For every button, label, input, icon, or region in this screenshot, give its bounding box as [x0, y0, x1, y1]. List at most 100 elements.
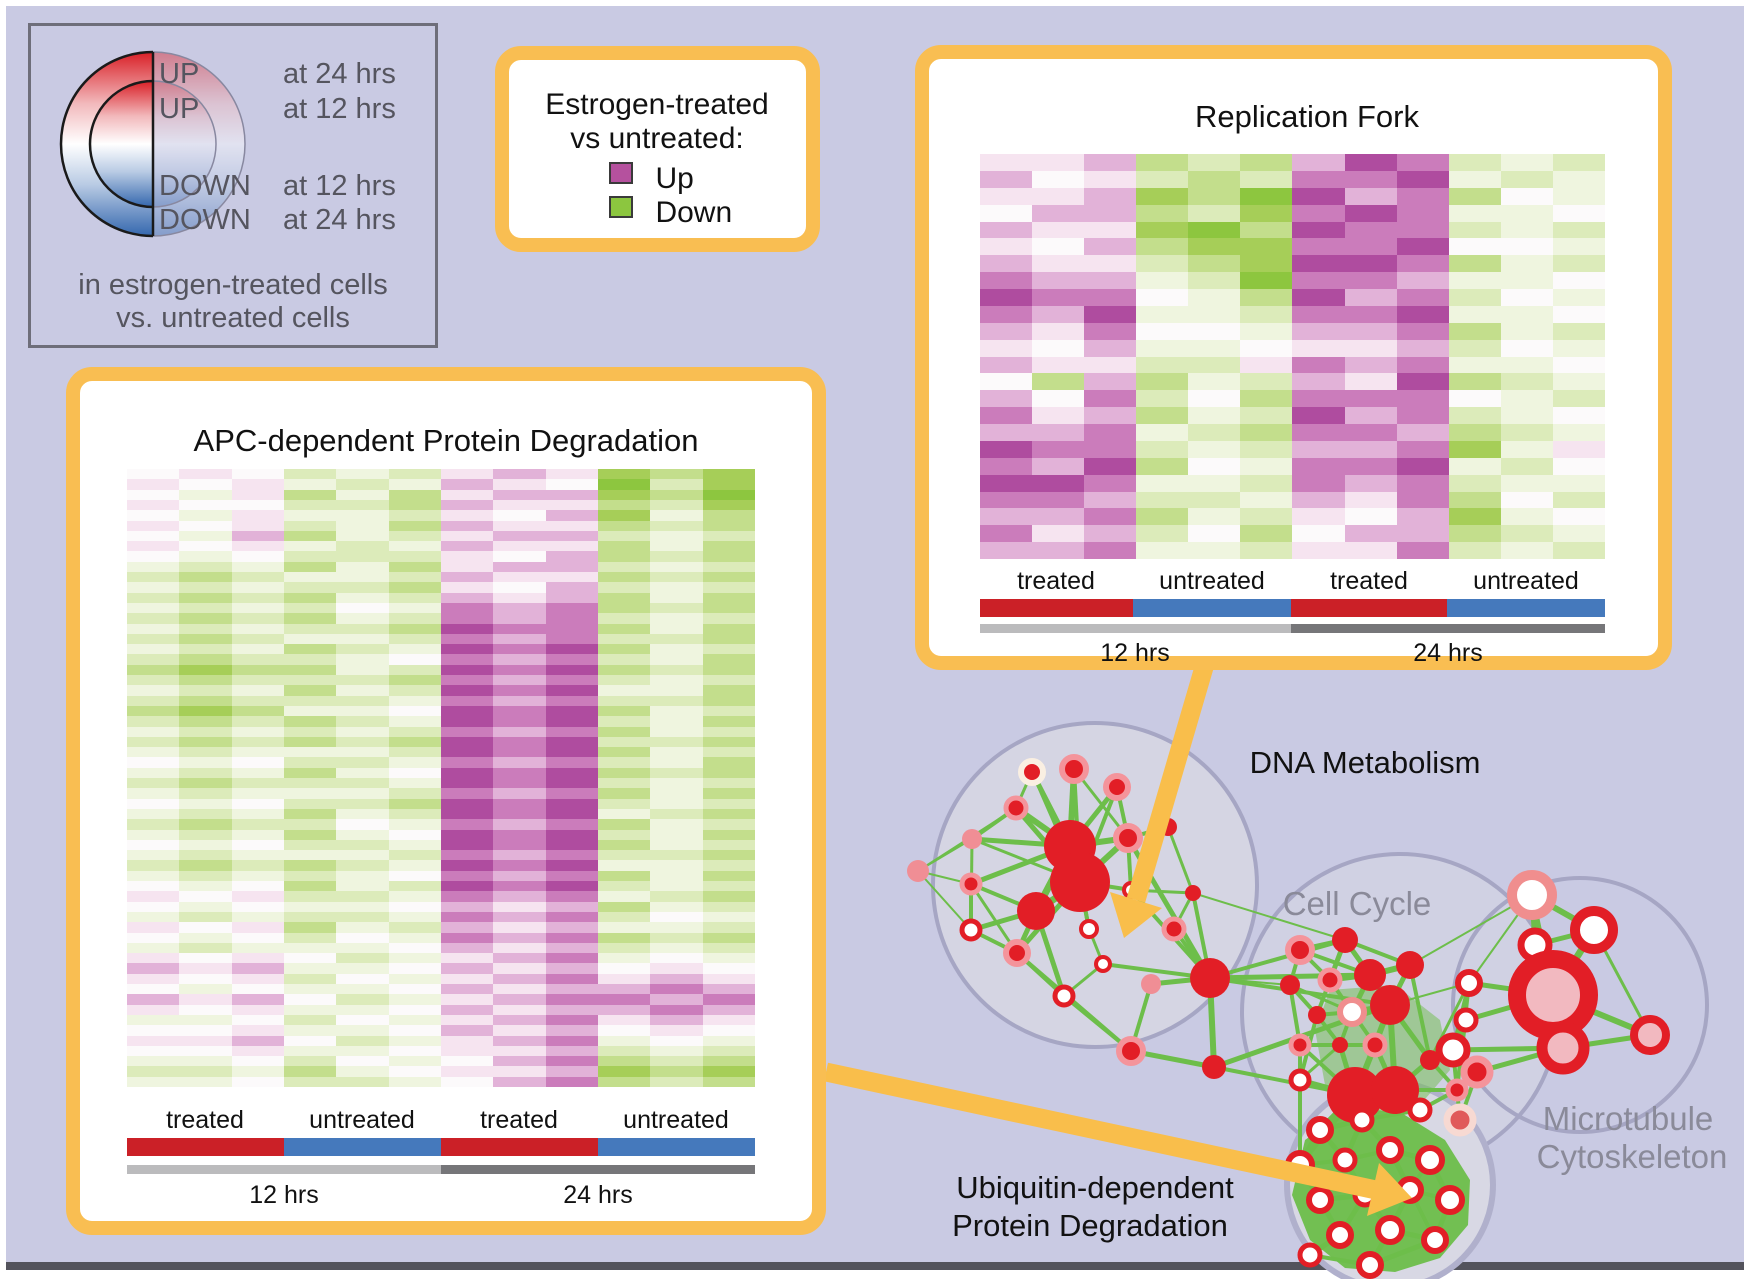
heatmap-cell [650, 1076, 703, 1087]
heatmap-cell [388, 685, 441, 696]
heatmap-cell [127, 963, 180, 974]
heatmap-cell [1344, 289, 1397, 306]
heatmap-cell [1500, 187, 1553, 205]
heatmap-cell [283, 695, 337, 706]
heatmap-cell [231, 479, 284, 490]
heatmap-cell [1136, 474, 1189, 492]
heatmap-cell [493, 705, 546, 717]
heatmap-cell [545, 778, 598, 789]
heatmap-cell [493, 675, 546, 686]
heatmap-cell [1448, 154, 1501, 171]
heatmap-cell [127, 798, 180, 809]
heatmap-cell [1084, 373, 1137, 391]
heatmap-cell [650, 1056, 703, 1067]
heatmap-cell [179, 942, 232, 954]
heatmap-cell [127, 767, 180, 778]
heatmap-cell [231, 489, 284, 500]
heatmap-cell [336, 479, 389, 490]
heatmap-cell [127, 644, 180, 655]
heatmap-cell [388, 870, 441, 881]
heatmap-cell [545, 520, 598, 531]
heatmap-cell [1136, 356, 1189, 374]
heatmap-cell [179, 891, 232, 902]
heatmap-cell [702, 881, 755, 892]
heatmap-cell [179, 798, 232, 809]
network-node [1113, 823, 1143, 853]
heatmap-cell [388, 808, 441, 820]
heatmap-cell [283, 592, 337, 603]
heatmap-cell [179, 911, 232, 923]
heatmap-cell [545, 736, 598, 748]
network-node [1190, 958, 1230, 998]
heatmap-cell [440, 932, 494, 943]
outer-left-arc [59, 50, 154, 238]
heatmap-cell [440, 510, 494, 521]
heatmap-cell [702, 530, 755, 542]
heatmap-cell [650, 757, 703, 768]
heatmap-cell [283, 984, 337, 995]
heatmap-cell [1292, 289, 1345, 306]
heatmap-cell [1396, 373, 1449, 391]
heatmap-cell [127, 953, 180, 964]
heatmap-cell [388, 1076, 441, 1087]
rf-untreated-bar-1 [1133, 599, 1291, 617]
heatmap-cell [388, 1004, 441, 1015]
down-swatch [609, 196, 633, 218]
heatmap-cell [1084, 407, 1137, 424]
heatmap-cell [1552, 356, 1605, 374]
heatmap-cell [127, 778, 180, 789]
heatmap-cell [1344, 508, 1397, 526]
heatmap-cell [440, 695, 494, 706]
heatmap-cell [1292, 525, 1345, 543]
heatmap-cell [597, 479, 651, 490]
heatmap-cell [231, 984, 284, 995]
heatmap-cell [545, 1066, 598, 1077]
heatmap-cell [597, 778, 651, 789]
heatmap-cell [545, 808, 598, 820]
heatmap-cell [650, 994, 703, 1005]
heatmap-cell [1240, 272, 1293, 289]
heatmap-cell [388, 973, 441, 984]
heatmap-cell [179, 1056, 232, 1067]
heatmap-cell [1500, 255, 1553, 273]
heatmap-cell [283, 1014, 337, 1026]
heatmap-cell [283, 479, 337, 490]
heatmap-cell [1500, 272, 1553, 289]
heatmap-cell [702, 798, 755, 809]
legend-up12-word: UP [159, 93, 200, 125]
heatmap-cell [127, 489, 180, 500]
heatmap-cell [179, 839, 232, 851]
heatmap-cell [127, 829, 180, 840]
heatmap-cell [388, 695, 441, 706]
heatmap-cell [1344, 238, 1397, 256]
heatmap-cell [127, 520, 180, 531]
heatmap-cell [650, 901, 703, 912]
heatmap-cell [493, 870, 546, 881]
heatmap-cell [336, 1076, 389, 1087]
network-edge [917, 870, 972, 931]
heatmap-cell [980, 187, 1033, 205]
heatmap-cell [231, 757, 284, 768]
heatmap-cell [1032, 187, 1085, 205]
heatmap-cell [1032, 407, 1085, 424]
heatmap-cell [1344, 440, 1397, 458]
network-node [959, 872, 983, 896]
network-node [1103, 773, 1131, 801]
heatmap-cell [980, 474, 1033, 492]
heatmap-cell [597, 736, 651, 748]
heatmap-cell [440, 942, 494, 954]
heatmap-cell [650, 1014, 703, 1026]
heatmap-cell [388, 572, 441, 583]
heatmap-cell [545, 602, 598, 614]
network-node [1094, 955, 1112, 973]
heatmap-cell [179, 829, 232, 840]
heatmap-cell [493, 850, 546, 861]
heatmap-cell [1448, 238, 1501, 256]
heatmap-cell [650, 705, 703, 717]
heatmap-cell [179, 767, 232, 778]
heatmap-cell [1188, 238, 1241, 256]
network-node [1570, 906, 1618, 954]
heatmap-cell [1396, 187, 1449, 205]
heatmap-cell [1344, 491, 1397, 509]
heatmap-cell [545, 530, 598, 542]
